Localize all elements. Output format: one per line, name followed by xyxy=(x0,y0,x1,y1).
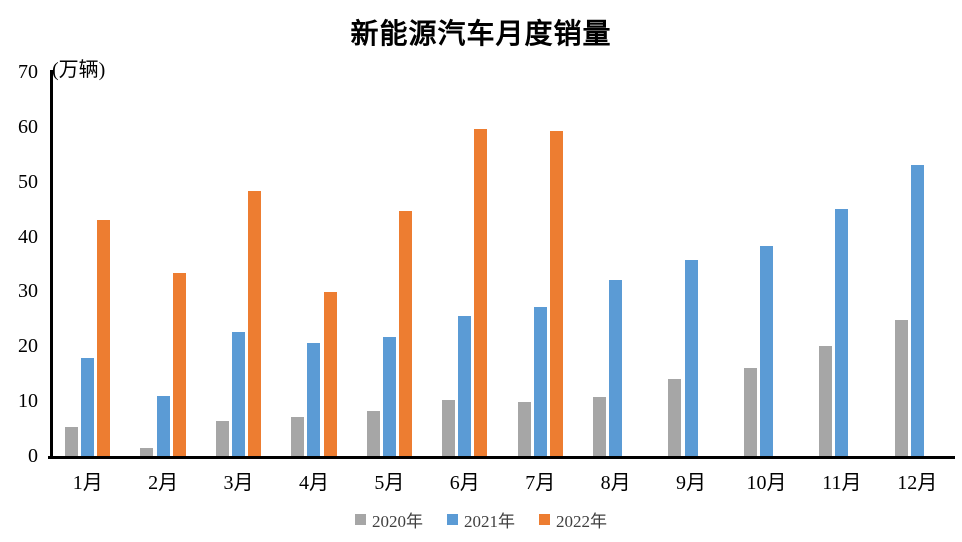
bar xyxy=(592,396,606,456)
bar xyxy=(835,209,849,456)
y-axis-line xyxy=(50,70,53,456)
x-tick-label: 2月 xyxy=(148,472,179,494)
y-tick-label: 60 xyxy=(18,115,38,138)
legend-swatch xyxy=(355,514,366,525)
bar xyxy=(382,336,396,456)
bar xyxy=(759,245,773,456)
x-tick-label: 5月 xyxy=(374,472,405,494)
bar xyxy=(458,315,472,456)
chart-title: 新能源汽车月度销量 xyxy=(350,19,612,50)
legend-label: 2020年 xyxy=(372,512,423,531)
bar xyxy=(549,130,563,456)
bar xyxy=(65,427,78,456)
bar xyxy=(81,357,95,456)
y-tick-label: 10 xyxy=(18,390,38,413)
bar xyxy=(215,420,229,456)
legend-label: 2021年 xyxy=(464,512,515,531)
legend-item: 2020年 xyxy=(355,507,423,532)
bar xyxy=(743,367,757,456)
bar xyxy=(172,272,186,456)
x-tick-label: 11月 xyxy=(822,472,862,494)
y-tick-label: 0 xyxy=(28,445,38,467)
bar xyxy=(668,379,682,456)
y-tick-label: 20 xyxy=(18,335,38,358)
legend: 2020年 2021年 2022年 xyxy=(0,507,962,532)
bar xyxy=(442,399,456,456)
bar xyxy=(366,411,380,456)
x-axis-line xyxy=(48,456,955,459)
legend-swatch xyxy=(447,514,458,525)
x-tick-label: 7月 xyxy=(525,472,556,494)
bar xyxy=(819,346,833,456)
legend-item: 2021年 xyxy=(447,507,515,532)
plot-area: 0 10 20 30 40 50 60 70 1月 2月 3月 4月 5月 6月 7月 8月 9月 10月 11月 1… xyxy=(18,61,955,494)
bar xyxy=(140,447,154,456)
bar xyxy=(156,395,170,456)
bar xyxy=(323,291,337,456)
y-axis-unit-label: (万辆) xyxy=(52,59,106,81)
bar xyxy=(97,219,111,456)
bar xyxy=(232,332,246,456)
bar xyxy=(684,260,698,456)
bar xyxy=(894,319,908,456)
y-tick-label: 30 xyxy=(18,280,38,303)
bar xyxy=(399,210,413,456)
x-tick-label: 8月 xyxy=(600,472,631,494)
bar xyxy=(474,129,488,456)
y-tick-label: 50 xyxy=(18,170,38,193)
bar xyxy=(291,416,305,456)
x-tick-label: 3月 xyxy=(223,472,254,494)
x-tick-label: 12月 xyxy=(897,472,938,494)
x-tick-label: 6月 xyxy=(449,472,480,494)
x-tick-label: 10月 xyxy=(746,472,787,494)
y-tick-label: 70 xyxy=(18,61,38,83)
legend-swatch xyxy=(539,514,550,525)
bar xyxy=(307,343,321,456)
legend-label: 2022年 xyxy=(556,512,607,531)
x-tick-label: 1月 xyxy=(72,472,103,494)
bar xyxy=(910,164,924,456)
legend-item: 2022年 xyxy=(539,507,607,532)
bar xyxy=(609,279,623,456)
x-tick-label: 9月 xyxy=(676,472,707,494)
bar xyxy=(533,307,547,456)
y-tick-label: 40 xyxy=(18,225,38,248)
bar xyxy=(248,190,262,456)
bar xyxy=(517,402,531,456)
x-tick-label: 4月 xyxy=(298,472,329,494)
